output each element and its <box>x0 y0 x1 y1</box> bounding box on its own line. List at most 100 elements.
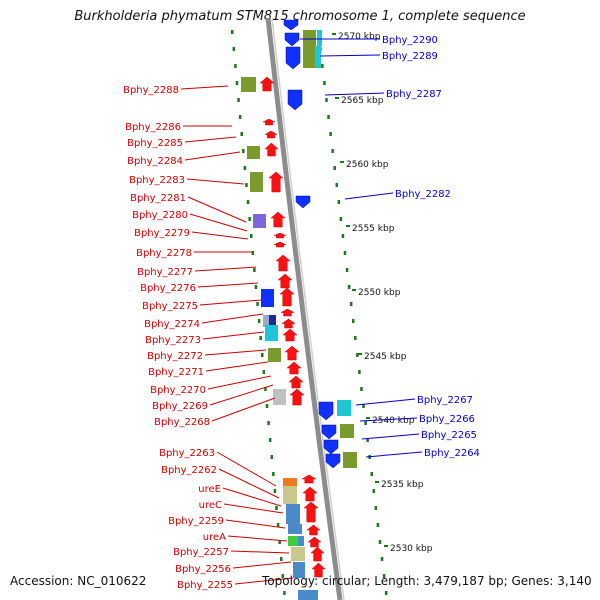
gene-leader-line <box>234 577 294 585</box>
gene-leader-line <box>186 178 245 185</box>
tick-dot <box>257 319 261 323</box>
tick-dot <box>376 523 380 527</box>
reverse-gene-label: Bphy_2264 <box>424 448 480 459</box>
tick-dot <box>333 166 336 170</box>
scale-label: 2565 kbp <box>341 96 384 106</box>
gene-leader-line <box>344 192 394 200</box>
inner-tick-ring <box>231 30 286 595</box>
reverse-gene-arrow <box>323 439 339 455</box>
reverse-gene-label: Bphy_2266 <box>419 414 475 425</box>
reverse-gene-label: Bphy_2282 <box>395 189 451 200</box>
feature-tile <box>261 289 274 307</box>
gene-leader-line <box>180 85 229 90</box>
tick-dot <box>378 540 382 544</box>
feature-tile <box>253 214 266 228</box>
gene-leader-line <box>223 503 284 514</box>
reverse-gene-arrow <box>287 89 303 111</box>
gene-leader-line <box>209 384 274 406</box>
forward-gene-label: Bphy_2257 <box>173 547 229 558</box>
tick-dot <box>331 149 334 153</box>
tick-dot <box>238 115 242 119</box>
feature-tile <box>298 536 304 546</box>
scale-tick <box>340 161 344 163</box>
reverse-gene-label: Bphy_2289 <box>382 51 438 62</box>
tick-dot <box>267 421 270 425</box>
outer-tick-ring <box>317 30 388 595</box>
tick-dot <box>329 132 332 136</box>
gene-leader-line <box>191 231 249 240</box>
reverse-gene-arrow <box>295 195 311 209</box>
gene-leader-line <box>189 213 248 232</box>
forward-gene-arrow <box>301 474 317 484</box>
gene-leader-line <box>230 550 290 554</box>
tick-dot <box>240 132 243 136</box>
tick-dot <box>242 149 245 153</box>
tick-dot <box>251 251 255 255</box>
forward-gene-arrow <box>311 562 326 578</box>
forward-gene-label: Bphy_2281 <box>130 193 186 204</box>
reverse-gene-arrow <box>284 32 300 47</box>
feature-tile <box>286 504 300 524</box>
genome-summary: Topology: circular; Length: 3,479,187 bp… <box>262 574 592 588</box>
tick-dot <box>246 200 250 204</box>
feature-tile <box>337 400 351 416</box>
reverse-gene-arrow <box>318 401 334 421</box>
feature-tile <box>288 524 302 534</box>
scale-tick <box>358 353 362 355</box>
scale-label: 2560 kbp <box>346 160 389 170</box>
tick-dot <box>337 200 341 204</box>
tick-dot <box>235 81 239 85</box>
feature-tile <box>283 486 297 504</box>
forward-gene-arrow <box>306 524 321 536</box>
gene-leader-line <box>197 282 259 288</box>
forward-gene-label: Bphy_2270 <box>150 385 206 396</box>
forward-gene-label: ureE <box>198 484 221 495</box>
tick-dot <box>248 217 251 221</box>
forward-gene-label: Bphy_2288 <box>123 85 179 96</box>
forward-gene-arrow <box>310 546 325 562</box>
tick-dot <box>276 523 280 527</box>
gene-leader-line <box>232 561 292 569</box>
scale-tick <box>384 545 388 547</box>
forward-gene-label: Bphy_2283 <box>129 175 185 186</box>
forward-gene-arrow <box>303 501 319 523</box>
tick-dot <box>231 30 234 34</box>
feature-tile <box>291 547 305 561</box>
forward-gene-label: Bphy_2279 <box>134 228 190 239</box>
forward-gene-arrow <box>277 273 293 289</box>
tick-dot <box>243 166 247 170</box>
feature-tile <box>250 172 263 192</box>
forward-gene-label: Bphy_2262 <box>161 465 217 476</box>
tick-dot <box>360 387 363 391</box>
tick-dot <box>280 557 283 561</box>
scale-label: 2535 kbp <box>381 480 424 490</box>
tick-dot <box>325 98 328 102</box>
forward-gene-label: Bphy_2272 <box>147 351 203 362</box>
forward-gene-arrow <box>302 486 318 502</box>
scale-tick <box>335 97 339 99</box>
forward-gene-arrow <box>268 171 284 193</box>
scale-tick <box>346 225 350 227</box>
feature-tile <box>288 536 298 546</box>
forward-gene-arrow <box>279 287 295 307</box>
reverse-gene-arrow <box>285 46 301 70</box>
gene-leader-line <box>207 375 272 390</box>
forward-gene-arrow <box>289 388 305 406</box>
gene-leader-line <box>222 487 282 507</box>
tick-dot <box>232 47 236 51</box>
gene-leader-line <box>218 468 280 499</box>
tick-dot <box>349 302 353 306</box>
tick-dot <box>380 557 384 561</box>
tick-dot <box>327 115 330 119</box>
forward-gene-arrow <box>288 375 304 389</box>
reverse-gene-arrow <box>283 19 299 31</box>
scale-tick <box>352 289 356 291</box>
scale-label: 2540 kbp <box>372 416 415 426</box>
feature-tile <box>263 315 269 327</box>
forward-gene-arrow <box>280 308 295 317</box>
forward-gene-arrow <box>273 241 287 248</box>
gene-leader-line <box>205 361 269 372</box>
gene-leader-line <box>194 266 257 272</box>
feature-tile <box>317 30 322 46</box>
feature-tile <box>241 77 256 92</box>
